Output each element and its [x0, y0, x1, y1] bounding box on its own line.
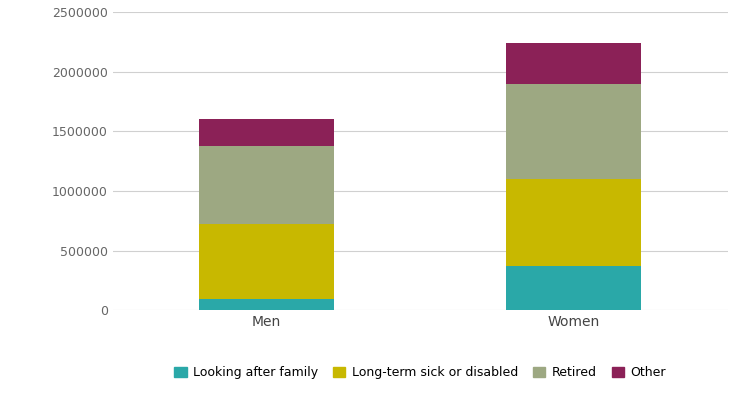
- Bar: [506, 84, 641, 179]
- Bar: [506, 43, 641, 84]
- Bar: [506, 266, 641, 310]
- Legend: Looking after family, Long-term sick or disabled, Retired, Other: Looking after family, Long-term sick or …: [169, 361, 671, 384]
- Bar: [199, 119, 334, 146]
- Bar: [199, 298, 334, 310]
- Bar: [199, 146, 334, 224]
- Bar: [199, 224, 334, 298]
- Bar: [506, 179, 641, 266]
